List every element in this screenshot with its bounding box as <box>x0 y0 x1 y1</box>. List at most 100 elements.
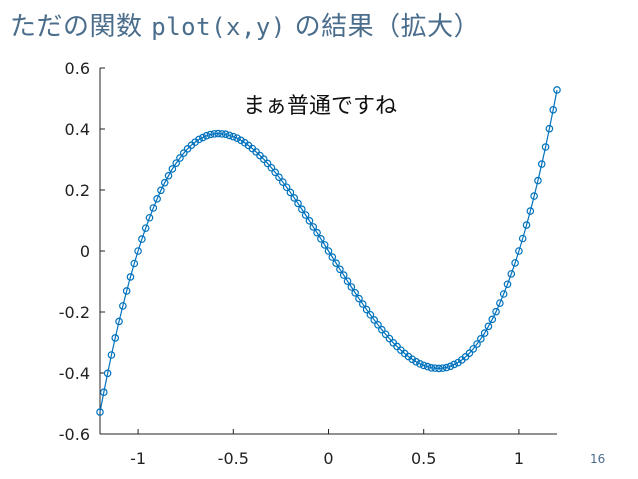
data-point <box>282 183 291 192</box>
data-point <box>115 317 123 326</box>
data-point <box>488 315 497 324</box>
data-point <box>545 124 554 133</box>
data-point <box>313 228 321 237</box>
data-point <box>324 247 333 255</box>
data-point <box>237 136 245 145</box>
data-point <box>416 360 424 368</box>
data-point <box>206 130 215 139</box>
data-point <box>153 195 161 203</box>
data-point <box>229 132 238 141</box>
slide-title-suffix: の結果（拡大） <box>285 12 481 42</box>
data-point <box>263 159 272 168</box>
data-point <box>210 130 219 138</box>
page-number: 16 <box>590 452 606 466</box>
data-point <box>298 205 306 214</box>
y-tick-label: 0 <box>80 242 90 261</box>
data-point <box>503 280 512 289</box>
data-point <box>145 213 154 222</box>
series-line <box>99 89 558 413</box>
data-point <box>484 322 493 331</box>
data-point <box>103 369 112 378</box>
data-point <box>141 224 150 232</box>
x-tick-label: -1 <box>130 449 146 468</box>
y-tick-label: 0.4 <box>65 120 90 139</box>
series-group <box>96 86 561 416</box>
data-point <box>149 204 158 212</box>
data-point <box>339 271 348 279</box>
data-point <box>119 302 127 310</box>
x-tick-label: 0.5 <box>411 449 436 468</box>
data-point <box>374 321 382 329</box>
data-point <box>358 300 367 308</box>
x-tick-label: 1 <box>514 449 524 468</box>
data-point <box>549 105 557 114</box>
data-point <box>278 178 287 186</box>
x-tick-label: -0.5 <box>218 449 249 468</box>
data-point <box>233 134 241 142</box>
data-point <box>199 133 207 142</box>
data-point <box>221 130 230 138</box>
y-tick-label: -0.2 <box>59 303 90 322</box>
data-point <box>107 351 116 359</box>
data-point <box>465 349 474 357</box>
data-point <box>168 165 177 173</box>
data-point <box>469 345 478 353</box>
data-point <box>385 334 394 343</box>
data-point <box>294 199 302 208</box>
data-point <box>301 211 310 219</box>
data-point <box>492 307 500 316</box>
data-point <box>518 234 527 243</box>
data-point <box>305 217 314 225</box>
data-point <box>317 235 325 243</box>
data-point <box>473 340 481 348</box>
data-point <box>176 154 184 162</box>
data-point <box>522 221 531 229</box>
data-point <box>477 335 485 343</box>
data-point <box>431 364 439 372</box>
y-tick-label: -0.4 <box>59 364 90 383</box>
data-point <box>111 334 120 342</box>
data-point <box>511 259 519 267</box>
data-point <box>259 155 268 163</box>
data-point <box>496 299 504 307</box>
data-point <box>126 273 135 281</box>
slide-title-code: plot(x,y) <box>151 13 286 41</box>
data-point <box>160 178 169 187</box>
slide-title: ただの関数 plot(x,y) の結果（拡大） <box>10 6 480 43</box>
data-point <box>164 171 173 180</box>
data-point <box>347 283 356 291</box>
data-point <box>442 363 451 372</box>
data-point <box>130 259 139 268</box>
data-point <box>290 194 299 202</box>
data-point <box>419 361 428 370</box>
chart-annotation: まぁ普通ですね <box>243 94 397 119</box>
data-point <box>202 131 211 140</box>
data-point <box>286 188 295 197</box>
data-point <box>537 160 546 168</box>
data-point <box>507 270 516 278</box>
data-point <box>408 355 417 364</box>
data-point <box>438 364 447 372</box>
data-point <box>351 288 359 297</box>
data-point <box>553 86 561 94</box>
data-point <box>267 163 276 172</box>
data-point <box>530 192 538 200</box>
data-point <box>446 362 455 371</box>
data-point <box>332 259 340 268</box>
axes <box>99 67 557 435</box>
data-point <box>328 253 337 261</box>
data-point <box>499 290 508 298</box>
y-tick-label: 0.2 <box>65 181 90 200</box>
data-point <box>157 186 165 195</box>
data-point <box>172 159 180 167</box>
data-point <box>366 310 375 319</box>
data-point <box>381 330 390 339</box>
data-point <box>225 131 234 140</box>
data-point <box>122 287 131 295</box>
data-point <box>427 364 436 372</box>
data-point <box>343 277 352 285</box>
data-point <box>134 247 142 255</box>
data-point <box>96 408 104 416</box>
x-tick-label: 0 <box>323 449 333 468</box>
data-point <box>355 294 363 303</box>
